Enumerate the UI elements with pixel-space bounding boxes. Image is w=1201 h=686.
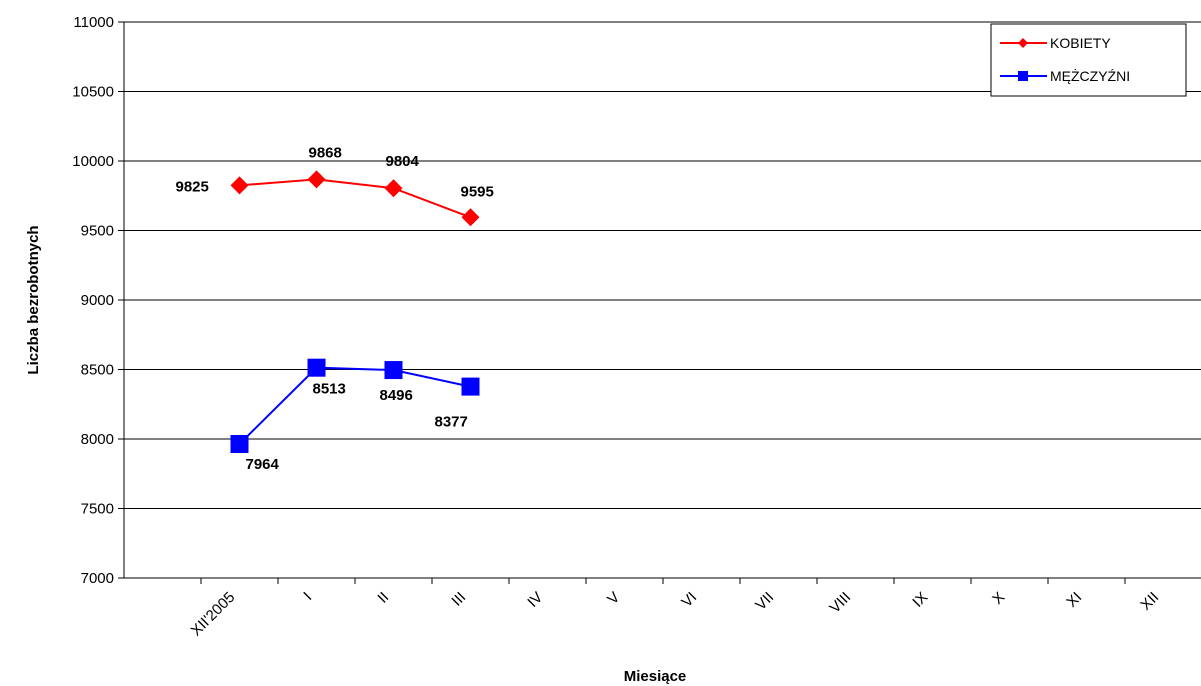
legend-label: KOBIETY (1050, 35, 1111, 51)
legend: KOBIETY MĘŻCZYŹNI (990, 23, 1187, 97)
y-tick-label: 9500 (81, 223, 114, 240)
x-tick-label: VIII (826, 589, 854, 617)
data-point (230, 176, 249, 195)
data-label: 7964 (246, 456, 280, 473)
series-line (238, 366, 471, 445)
y-tick-label: 9000 (81, 292, 114, 309)
data-point (461, 208, 480, 227)
x-tick-labels: XII'2005 I II III IV V VI VII VIII IX X XI XII (188, 589, 1163, 640)
x-tick-label: VII (752, 589, 777, 614)
data-label: 9825 (176, 178, 209, 195)
x-tick-label: XII'2005 (188, 589, 239, 640)
data-label: 9868 (309, 144, 342, 161)
x-axis-title: Miesiące (624, 668, 687, 685)
data-point (384, 179, 403, 198)
y-tick-label: 8000 (81, 431, 114, 448)
y-axis-title: Liczba bezrobotnych (25, 225, 42, 374)
legend-swatch-marker (1018, 71, 1028, 81)
data-label: 8377 (435, 414, 468, 431)
gridlines (124, 21, 1201, 509)
y-tick-label: 10000 (72, 153, 114, 170)
series-lines (230, 170, 480, 454)
y-tick-labels: 7000 7500 8000 8500 9000 9500 10000 10500 11000 (72, 14, 114, 587)
x-tick-label: VI (678, 589, 700, 611)
y-tick-label: 10500 (72, 84, 114, 101)
data-label: 9595 (461, 183, 494, 200)
data-point (384, 361, 403, 380)
data-labels: 9825 9868 9804 9595 7964 8513 8496 8377 (176, 144, 494, 473)
y-tick-label: 8500 (81, 362, 114, 379)
data-label: 8496 (380, 387, 413, 404)
y-tick-label: 7000 (81, 570, 114, 587)
legend-swatch-marker (1018, 38, 1028, 48)
data-label: 9804 (386, 153, 420, 170)
x-tick-label: XI (1063, 589, 1085, 611)
data-label: 8513 (313, 381, 346, 398)
data-point (230, 435, 249, 454)
series-line (239, 178, 471, 219)
data-point (307, 170, 326, 189)
axes (118, 21, 1201, 584)
legend-box (990, 23, 1187, 97)
x-tick-label: V (604, 589, 623, 608)
x-tick-label: III (448, 589, 469, 610)
y-tick-label: 11000 (73, 14, 114, 31)
x-tick-label: I (300, 589, 315, 604)
legend-label: MĘŻCZYŹNI (1050, 67, 1130, 84)
x-tick-label: IV (524, 589, 546, 611)
data-point (461, 377, 480, 396)
x-tick-label: II (374, 589, 392, 607)
x-tick-label: IX (909, 589, 931, 611)
data-point (307, 358, 326, 377)
x-tick-label: X (989, 589, 1008, 608)
x-tick-label: XII (1137, 589, 1162, 614)
y-tick-label: 7500 (81, 501, 114, 518)
